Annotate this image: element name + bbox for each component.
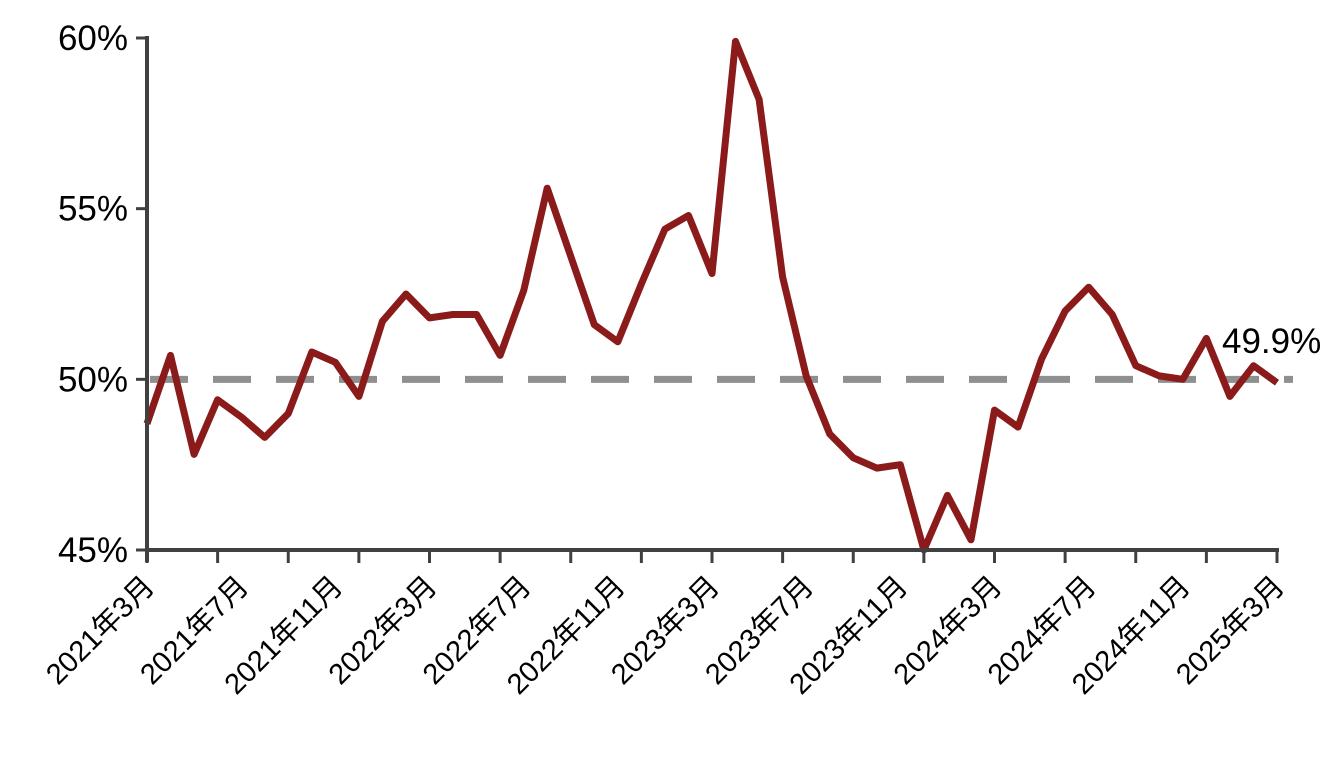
x-axis-labels-group: 2021年3月2021年7月2021年11月2022年3月2022年7月2022… [40, 570, 1291, 701]
y-axis-label: 55% [58, 190, 128, 229]
y-axis-labels-group: 60% 55% 50% 45% [58, 19, 128, 570]
end-value-annotation: 49.9% [1222, 322, 1321, 361]
y-axis-label: 50% [58, 360, 128, 399]
axes-group [136, 36, 1279, 563]
y-axis-label: 45% [58, 531, 128, 570]
data-line [143, 37, 1280, 554]
series-line-group [143, 37, 1280, 554]
y-axis-label: 60% [58, 19, 128, 58]
